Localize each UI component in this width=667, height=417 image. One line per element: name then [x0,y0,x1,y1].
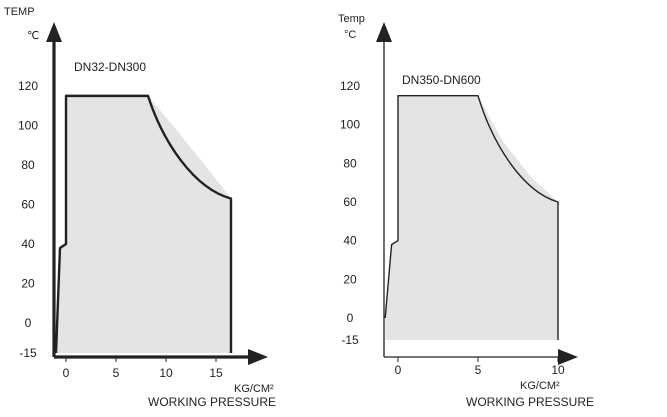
y-tick-label: 80 [343,156,357,170]
chart-svg: 120 100 80 60 40 20 0 -15 0 5 10 15 DN32-DN300 TEMP ℃ K… [0,0,340,412]
x-tick-label: 5 [113,366,120,380]
y-tick-label: 0 [347,311,354,325]
y-tick-label: 40 [21,237,35,251]
operating-region [56,96,231,353]
y-tick-label: 40 [343,234,357,248]
x-tick-label: 0 [63,366,70,380]
x-axis-label: WORKING PRESSURE [466,395,594,409]
y-tick-label: 100 [340,118,360,132]
chart-dn350-dn600: 120 100 80 60 40 20 0 -15 0 5 10 DN350-DN600 Temp °C K… [330,0,667,412]
y-tick-label: 120 [18,79,38,93]
x-axis-arrow [248,349,268,365]
y-tick-label: -15 [341,333,359,347]
y-axis-unit: °C [344,29,356,41]
y-axis-unit: ℃ [27,30,39,42]
y-tick-label: 120 [340,79,360,93]
y-tick-label: 100 [18,119,38,133]
x-tick-label: 10 [551,363,565,377]
x-tick-label: 5 [475,363,482,377]
y-tick-label: 20 [343,272,357,286]
y-axis-arrow [46,22,62,42]
operating-region [385,96,558,340]
chart-svg: 120 100 80 60 40 20 0 -15 0 5 10 DN350-DN600 Temp °C K… [330,0,667,412]
y-tick-label: 60 [343,195,357,209]
x-axis-unit: KG/CM² [234,383,274,395]
y-tick-label: 20 [21,277,35,291]
y-tick-label: -15 [19,346,37,360]
y-axis-label: Temp [338,13,365,25]
x-tick-label: 0 [395,363,402,377]
x-axis-label: WORKING PRESSURE [148,395,276,409]
chart-dn32-dn300: 120 100 80 60 40 20 0 -15 0 5 10 15 DN32-DN300 TEMP ℃ K… [0,0,340,412]
x-tick-label: 10 [159,366,173,380]
x-tick-label: 15 [209,366,223,380]
chart-title: DN32-DN300 [74,60,146,74]
x-axis-unit: KG/CM² [520,380,560,392]
y-tick-label: 60 [21,198,35,212]
y-axis-arrow [376,22,392,42]
y-tick-label: 80 [21,158,35,172]
chart-title: DN350-DN600 [402,73,481,87]
y-tick-label: 0 [25,316,32,330]
y-axis-label: TEMP [4,6,35,18]
